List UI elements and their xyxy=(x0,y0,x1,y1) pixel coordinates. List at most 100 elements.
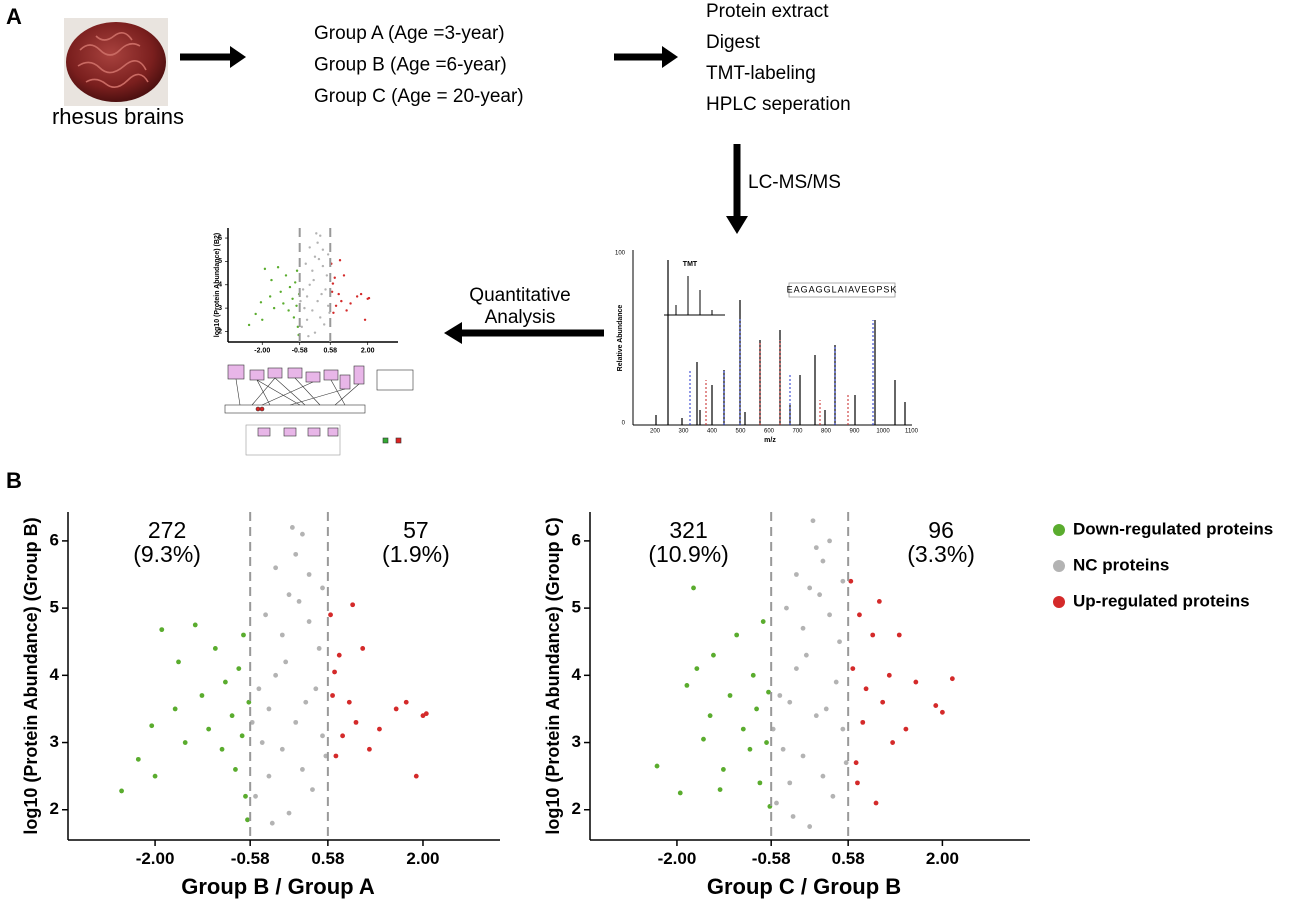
data-point xyxy=(876,598,882,604)
data-point xyxy=(296,325,300,329)
data-point xyxy=(880,699,886,705)
data-point xyxy=(307,334,310,338)
data-point xyxy=(707,713,713,719)
data-point xyxy=(349,302,352,305)
data-point xyxy=(279,632,285,638)
data-point xyxy=(293,719,299,725)
x-tick-label: 2.00 xyxy=(406,849,439,868)
data-point xyxy=(212,646,218,651)
data-point xyxy=(840,726,846,732)
data-point xyxy=(295,304,298,307)
data-point xyxy=(303,699,309,705)
data-point xyxy=(330,290,334,293)
data-point xyxy=(332,311,335,314)
data-point xyxy=(345,309,348,312)
x-tick-label: -2.00 xyxy=(136,849,175,868)
y-tick-label: 4 xyxy=(218,282,222,289)
data-point xyxy=(764,740,769,745)
y-tick-label: 2 xyxy=(50,799,59,818)
data-point xyxy=(740,726,746,732)
data-point xyxy=(654,763,660,769)
count-annotation: (9.3%) xyxy=(133,541,201,567)
data-point xyxy=(403,699,409,705)
legend-label: NC proteins xyxy=(1073,555,1169,574)
data-point xyxy=(313,686,319,692)
arrow-head xyxy=(726,216,748,234)
data-point xyxy=(308,246,311,249)
data-point xyxy=(820,558,826,564)
data-point xyxy=(750,672,756,678)
group-item: Group C (Age = 20-year) xyxy=(314,86,524,107)
data-point xyxy=(873,800,879,806)
data-point xyxy=(266,773,272,779)
count-annotation: 321 xyxy=(669,517,707,543)
data-point xyxy=(754,706,759,712)
data-point xyxy=(241,632,246,638)
data-point xyxy=(367,296,371,300)
data-point xyxy=(332,669,337,675)
data-point xyxy=(176,659,181,665)
arrow-head xyxy=(444,322,462,344)
data-point xyxy=(149,723,155,729)
spectrum-y-label: Relative Abundance xyxy=(617,305,624,372)
spectrum-y-tick: 0 xyxy=(622,421,626,427)
y-tick-label: 4 xyxy=(50,665,60,684)
data-point xyxy=(279,290,282,293)
data-point xyxy=(311,309,314,312)
spectrum-x-ticks: 200 300 400 500 600 700 800 900 1000 1100 xyxy=(650,429,919,435)
data-point xyxy=(269,820,275,826)
legend-swatch xyxy=(1053,596,1065,608)
data-point xyxy=(333,753,339,759)
data-point xyxy=(803,652,809,658)
data-point xyxy=(294,281,297,284)
data-point xyxy=(300,531,305,537)
data-point xyxy=(325,274,329,277)
data-point xyxy=(896,632,902,638)
data-point xyxy=(320,733,325,739)
data-point xyxy=(793,572,799,577)
data-point xyxy=(245,817,250,823)
data-point xyxy=(254,312,257,316)
x-tick-label: 2.00 xyxy=(361,347,375,354)
panel-label: B xyxy=(6,468,22,493)
spectrum-x-tick: 800 xyxy=(821,429,832,435)
data-point xyxy=(243,793,248,799)
legend-swatch xyxy=(1053,560,1065,572)
data-point xyxy=(848,578,854,584)
data-point xyxy=(229,713,235,719)
data-point xyxy=(366,746,372,752)
data-point xyxy=(807,585,813,591)
data-point xyxy=(276,266,280,269)
y-tick-label: 6 xyxy=(572,530,581,549)
data-point xyxy=(315,232,318,235)
y-tick-label: 2 xyxy=(218,328,222,335)
spectrum-x-label: m/z xyxy=(764,437,776,444)
data-point xyxy=(316,646,322,651)
data-point xyxy=(338,259,342,262)
legend-label: Up-regulated proteins xyxy=(1073,591,1250,610)
data-point xyxy=(784,605,789,611)
data-point xyxy=(903,726,909,732)
data-point xyxy=(863,686,869,692)
data-point xyxy=(757,780,763,786)
data-point xyxy=(890,740,896,745)
spectrum-inset-title: TMT xyxy=(683,261,698,268)
x-tick-label: -2.00 xyxy=(254,347,270,354)
data-point xyxy=(199,693,205,698)
data-point xyxy=(324,288,327,291)
data-point xyxy=(393,706,399,712)
data-point xyxy=(279,746,285,752)
data-point xyxy=(360,646,366,651)
arrow-head xyxy=(230,46,246,68)
data-point xyxy=(316,241,319,244)
y-tick-label: 5 xyxy=(572,598,581,617)
count-annotation: (3.3%) xyxy=(907,541,975,567)
data-point xyxy=(172,706,178,712)
data-point xyxy=(311,269,314,272)
data-point xyxy=(320,292,323,296)
y-tick-label: 3 xyxy=(50,732,59,751)
data-point xyxy=(233,767,238,772)
source-label: rhesus brains xyxy=(52,104,184,129)
x-tick-label: -0.58 xyxy=(292,347,308,354)
data-point xyxy=(870,632,876,638)
